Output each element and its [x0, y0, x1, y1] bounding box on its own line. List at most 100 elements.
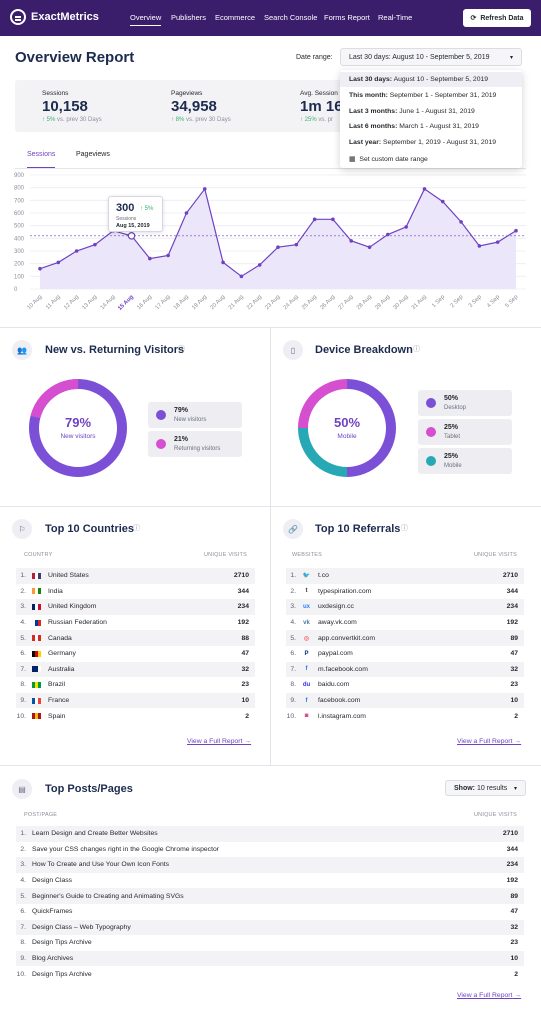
- info-icon[interactable]: ⓘ: [401, 523, 408, 533]
- table-row[interactable]: 3. ux uxdesign.cc 234: [286, 599, 524, 615]
- data-point[interactable]: [258, 263, 262, 267]
- row-label[interactable]: paypal.com: [318, 650, 353, 657]
- row-label[interactable]: How To Create and Use Your Own Icon Font…: [32, 861, 169, 868]
- stat-label[interactable]: Sessions: [42, 90, 68, 97]
- table-row[interactable]: 8. Brazil 23: [16, 677, 255, 693]
- table-row[interactable]: 2. India 344: [16, 584, 255, 600]
- row-label[interactable]: t.co: [318, 572, 329, 579]
- table-row[interactable]: 6. QuickFrames 47: [16, 904, 524, 920]
- nav-search-console[interactable]: Search Console: [264, 13, 317, 22]
- table-row[interactable]: 1. 🐦 t.co 2710: [286, 568, 524, 584]
- table-row[interactable]: 4. Design Class 192: [16, 873, 524, 889]
- row-label[interactable]: facebook.com: [318, 697, 360, 704]
- data-point[interactable]: [478, 244, 482, 248]
- posts-full-report-link[interactable]: View a Full Report →: [457, 992, 521, 999]
- logo[interactable]: ExactMetrics: [10, 9, 99, 25]
- table-row[interactable]: 8. du baidu.com 23: [286, 677, 524, 693]
- table-row[interactable]: 6. Germany 47: [16, 646, 255, 662]
- data-point[interactable]: [276, 245, 280, 249]
- row-label[interactable]: Design Class: [32, 877, 72, 884]
- data-point[interactable]: [38, 267, 42, 271]
- data-point[interactable]: [93, 243, 97, 247]
- dropdown-option[interactable]: Last 3 months: June 1 - August 31, 2019: [340, 104, 522, 119]
- dropdown-option[interactable]: Last 30 days: August 10 - September 5, 2…: [340, 72, 522, 87]
- nav-real-time[interactable]: Real-Time: [378, 13, 412, 22]
- countries-full-report-link[interactable]: View a Full Report →: [187, 738, 251, 745]
- dropdown-option[interactable]: This month: September 1 - September 31, …: [340, 88, 522, 103]
- data-point[interactable]: [404, 225, 408, 229]
- table-row[interactable]: 8. Design Tips Archive 23: [16, 935, 524, 951]
- row-label[interactable]: app.convertkit.com: [318, 635, 375, 642]
- data-point[interactable]: [148, 257, 152, 261]
- table-row[interactable]: 5. ◎ app.convertkit.com 89: [286, 630, 524, 646]
- info-icon[interactable]: ⓘ: [133, 523, 140, 533]
- data-point[interactable]: [349, 239, 353, 243]
- row-label[interactable]: Design Tips Archive: [32, 971, 92, 978]
- sessions-chart[interactable]: 0 100 200 300 400 500 600 700 800 900 10 Aug 11 Aug…: [0, 164, 541, 314]
- nav-ecommerce[interactable]: Ecommerce: [215, 13, 255, 22]
- data-point[interactable]: [331, 218, 335, 222]
- table-row[interactable]: 9. France 10: [16, 693, 255, 709]
- table-row[interactable]: 9. f facebook.com 10: [286, 693, 524, 709]
- table-row[interactable]: 4. vk away.vk.com 192: [286, 615, 524, 631]
- table-row[interactable]: 10. Spain 2: [16, 708, 255, 724]
- nav-overview[interactable]: Overview: [130, 13, 161, 26]
- table-row[interactable]: 9. Blog Archives 10: [16, 951, 524, 967]
- row-label[interactable]: Blog Archives: [32, 955, 73, 962]
- row-label[interactable]: Save your CSS changes right in the Googl…: [32, 846, 219, 853]
- row-label[interactable]: Design Class – Web Typography: [32, 924, 131, 931]
- data-point[interactable]: [423, 187, 427, 191]
- row-label[interactable]: baidu.com: [318, 681, 349, 688]
- dropdown-option[interactable]: Last year: September 1, 2019 - August 31…: [340, 135, 522, 150]
- table-row[interactable]: 5. Canada 88: [16, 630, 255, 646]
- data-point[interactable]: [57, 261, 61, 265]
- data-point[interactable]: [514, 229, 518, 233]
- row-label[interactable]: m.facebook.com: [318, 666, 368, 673]
- data-point[interactable]: [368, 245, 372, 249]
- row-label[interactable]: Beginner's Guide to Creating and Animati…: [32, 893, 184, 900]
- data-point[interactable]: [185, 211, 189, 215]
- row-label[interactable]: Learn Design and Create Better Websites: [32, 830, 158, 837]
- data-point[interactable]: [295, 243, 299, 247]
- table-row[interactable]: 3. How To Create and Use Your Own Icon Fo…: [16, 857, 524, 873]
- table-row[interactable]: 10. ◙ l.instagram.com 2: [286, 708, 524, 724]
- info-icon[interactable]: ⓘ: [178, 344, 185, 354]
- refresh-data-button[interactable]: ⟳ Refresh Data: [463, 9, 531, 27]
- row-label[interactable]: Design Tips Archive: [32, 939, 92, 946]
- referrals-full-report-link[interactable]: View a Full Report →: [457, 738, 521, 745]
- data-point[interactable]: [441, 200, 445, 204]
- table-row[interactable]: 5. Beginner's Guide to Creating and Anima…: [16, 888, 524, 904]
- data-point[interactable]: [75, 249, 79, 253]
- stat-label[interactable]: Pageviews: [171, 90, 202, 97]
- table-row[interactable]: 7. f m.facebook.com 32: [286, 662, 524, 678]
- date-range-select[interactable]: Last 30 days: August 10 - September 5, 2…: [340, 48, 522, 66]
- table-row[interactable]: 1. Learn Design and Create Better Website…: [16, 826, 524, 842]
- table-row[interactable]: 7. Design Class – Web Typography 32: [16, 920, 524, 936]
- row-label[interactable]: uxdesign.cc: [318, 603, 354, 610]
- table-row[interactable]: 10. Design Tips Archive 2: [16, 966, 524, 982]
- show-results-select[interactable]: Show: 10 results ▾: [445, 780, 526, 796]
- data-point[interactable]: [386, 233, 390, 237]
- data-point[interactable]: [496, 240, 500, 244]
- dropdown-option[interactable]: Last 6 months: March 1 - August 31, 2019: [340, 119, 522, 134]
- data-point[interactable]: [166, 254, 170, 258]
- table-row[interactable]: 7. Australia 32: [16, 662, 255, 678]
- data-point[interactable]: [128, 233, 134, 239]
- nav-publishers[interactable]: Publishers: [171, 13, 206, 22]
- table-row[interactable]: 2. Save your CSS changes right in the Goo…: [16, 842, 524, 858]
- row-label[interactable]: typespiration.com: [318, 588, 371, 595]
- row-label[interactable]: QuickFrames: [32, 908, 72, 915]
- info-icon[interactable]: ⓘ: [413, 344, 420, 354]
- row-label[interactable]: away.vk.com: [318, 619, 357, 626]
- data-point[interactable]: [203, 187, 207, 191]
- data-point[interactable]: [459, 220, 463, 224]
- table-row[interactable]: 3. United Kingdom 234: [16, 599, 255, 615]
- stat-label[interactable]: Avg. Session D: [300, 90, 344, 97]
- table-row[interactable]: 1. United States 2710: [16, 568, 255, 584]
- dropdown-option[interactable]: ▦ Set custom date range: [340, 151, 522, 166]
- data-point[interactable]: [240, 275, 244, 279]
- table-row[interactable]: 4. Russian Federation 192: [16, 615, 255, 631]
- nav-forms-report[interactable]: Forms Report: [324, 13, 370, 22]
- table-row[interactable]: 2. t typespiration.com 344: [286, 584, 524, 600]
